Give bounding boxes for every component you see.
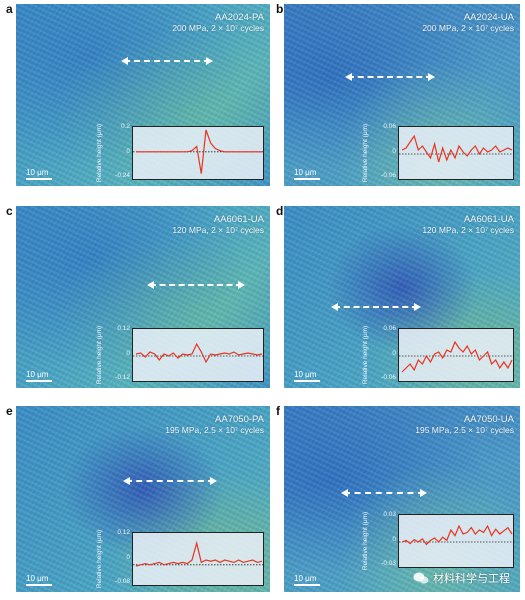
y-tick: 0.03	[383, 511, 396, 518]
loading-direction-arrow	[123, 477, 217, 485]
y-axis-label: Relative height (μm)	[362, 511, 369, 571]
y-tick: -0.06	[381, 374, 396, 381]
scale-bar: 10 μm	[26, 370, 52, 382]
y-tick: -0.08	[115, 578, 130, 585]
alloy-label: AA6061-UA	[463, 214, 514, 225]
profile-plot	[132, 532, 265, 586]
height-profile-line	[401, 340, 513, 373]
y-axis-label: Relative height (μm)	[96, 123, 103, 183]
y-tick: 0.06	[383, 325, 396, 332]
y-tick: 0.12	[117, 325, 130, 332]
y-axis-label: Relative height (μm)	[96, 529, 103, 589]
alloy-label: AA7050-UA	[463, 414, 514, 425]
height-profile-inset: Relative height (μm) 0.03 0 -0.03	[354, 511, 515, 571]
y-tick: -0.06	[381, 172, 396, 179]
condition-label: 120 MPa, 2 × 10⁷ cycles	[172, 225, 264, 235]
profile-plot	[398, 514, 515, 568]
condition-label: 120 MPa, 2 × 10⁷ cycles	[422, 225, 514, 235]
watermark: 材料科学与工程	[413, 570, 510, 586]
height-profile-inset: Relative height (μm) 0.12 0 -0.08	[88, 529, 265, 589]
panel-letter-b: b	[276, 2, 284, 16]
profile-plot	[132, 328, 265, 382]
alloy-label: AA7050-PA	[215, 414, 264, 425]
wechat-icon	[413, 572, 429, 584]
y-tick: 0.2	[120, 123, 130, 130]
condition-label: 200 MPa, 2 × 10⁷ cycles	[172, 23, 264, 33]
y-tick: 0	[392, 536, 396, 543]
condition-label: 195 MPa, 2.5 × 10⁷ cycles	[415, 425, 514, 435]
y-tick: -0.12	[115, 374, 130, 381]
y-tick: 0	[126, 554, 130, 561]
alloy-label: AA2024-PA	[215, 12, 264, 23]
y-axis-label: Relative height (μm)	[362, 123, 369, 183]
y-tick: 0	[126, 148, 130, 155]
panel-letter-d: d	[276, 204, 284, 218]
scale-bar: 10 μm	[294, 574, 320, 586]
height-profile-line	[401, 524, 513, 546]
height-profile-inset: Relative height (μm) 0.06 0 -0.06	[354, 123, 515, 183]
y-tick: 0	[392, 350, 396, 357]
y-tick: -0.03	[381, 560, 396, 567]
condition-label: 195 MPa, 2.5 × 10⁷ cycles	[165, 425, 264, 435]
micrograph-panel-c: AA6061-UA 120 MPa, 2 × 10⁷ cycles 10 μm …	[16, 206, 270, 388]
panel-letter-a: a	[6, 2, 13, 16]
panel-letter-c: c	[6, 204, 13, 218]
condition-label: 200 MPa, 2 × 10⁷ cycles	[422, 23, 514, 33]
y-axis-label: Relative height (μm)	[362, 325, 369, 385]
alloy-label: AA2024-UA	[463, 12, 514, 23]
y-tick: 0	[392, 148, 396, 155]
micrograph-panel-b: AA2024-UA 200 MPa, 2 × 10⁷ cycles 10 μm …	[284, 4, 520, 186]
y-tick: -0.24	[115, 172, 130, 179]
height-profile-line	[135, 342, 263, 364]
scale-bar: 10 μm	[26, 168, 52, 180]
watermark-text: 材料科学与工程	[433, 572, 510, 585]
profile-plot	[132, 126, 265, 180]
height-profile-line	[136, 129, 262, 174]
profile-plot	[398, 328, 515, 382]
panel-letter-f: f	[276, 404, 280, 418]
micrograph-panel-e: AA7050-PA 195 MPa, 2.5 × 10⁷ cycles 10 μ…	[16, 406, 270, 592]
loading-direction-arrow	[345, 73, 435, 81]
height-profile-inset: Relative height (μm) 0.2 0 -0.24	[88, 123, 265, 183]
loading-direction-arrow	[121, 57, 213, 65]
y-tick: 0	[126, 350, 130, 357]
loading-direction-arrow	[147, 281, 245, 289]
height-profile-inset: Relative height (μm) 0.12 0 -0.12	[88, 325, 265, 385]
micrograph-panel-f: AA7050-UA 195 MPa, 2.5 × 10⁷ cycles 10 μ…	[284, 406, 520, 592]
micrograph-panel-a: AA2024-PA 200 MPa, 2 × 10⁷ cycles 10 μm …	[16, 4, 270, 186]
panel-letter-e: e	[6, 404, 13, 418]
height-profile-line	[401, 134, 513, 163]
scale-bar: 10 μm	[26, 574, 52, 586]
scale-bar: 10 μm	[294, 168, 320, 180]
alloy-label: AA6061-UA	[213, 214, 264, 225]
height-profile-inset: Relative height (μm) 0.06 0 -0.06	[354, 325, 515, 385]
micrograph-panel-d: AA6061-UA 120 MPa, 2 × 10⁷ cycles 10 μm …	[284, 206, 520, 388]
loading-direction-arrow	[341, 489, 427, 497]
y-tick: 0.12	[117, 529, 130, 536]
y-tick: 0.06	[383, 123, 396, 130]
height-profile-line	[135, 540, 263, 567]
loading-direction-arrow	[331, 303, 421, 311]
scale-bar: 10 μm	[294, 370, 320, 382]
profile-plot	[398, 126, 515, 180]
y-axis-label: Relative height (μm)	[96, 325, 103, 385]
